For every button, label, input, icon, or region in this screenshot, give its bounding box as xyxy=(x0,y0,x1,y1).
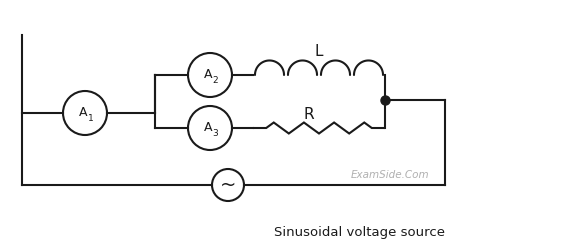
Text: Sinusoidal voltage source: Sinusoidal voltage source xyxy=(275,226,445,239)
Text: A: A xyxy=(204,121,213,134)
Text: A: A xyxy=(204,68,213,81)
Text: ExamSide.Com: ExamSide.Com xyxy=(351,170,429,180)
Text: R: R xyxy=(304,106,314,122)
Text: 3: 3 xyxy=(212,128,218,138)
Text: 1: 1 xyxy=(87,114,94,123)
Text: L: L xyxy=(315,43,323,59)
Text: A: A xyxy=(79,106,88,119)
Text: ~: ~ xyxy=(220,176,236,194)
Text: 2: 2 xyxy=(212,76,218,84)
